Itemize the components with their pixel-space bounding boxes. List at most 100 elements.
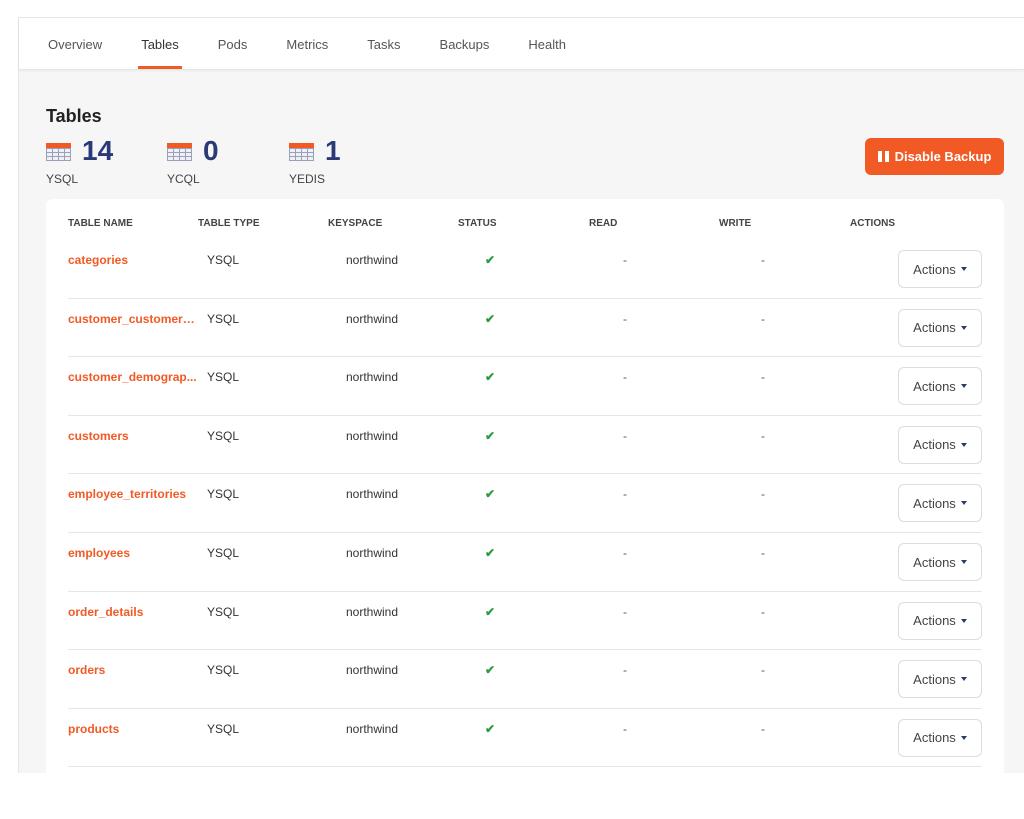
- stat-label: YEDIS: [289, 172, 326, 186]
- table-type: YSQL: [207, 604, 240, 619]
- table-type: YSQL: [207, 721, 240, 736]
- read-value: -: [623, 721, 627, 736]
- tab-backups[interactable]: Backups: [439, 37, 490, 52]
- stat-label: YCQL: [167, 172, 200, 186]
- table-type: YSQL: [207, 253, 240, 267]
- keyspace: northwind: [346, 487, 399, 502]
- actions-dropdown-button[interactable]: Actions: [898, 425, 982, 464]
- read-value: -: [623, 604, 627, 619]
- table-name-link[interactable]: employees: [68, 546, 131, 560]
- caret-down-icon: [960, 442, 967, 447]
- caret-down-icon: [960, 618, 967, 623]
- table-name-link[interactable]: products: [68, 721, 120, 736]
- page-title: Tables: [46, 106, 102, 126]
- pause-icon: [877, 151, 889, 162]
- actions-label: Actions: [913, 730, 956, 746]
- column-header: TABLE TYPE: [198, 218, 260, 229]
- caret-down-icon: [960, 735, 967, 740]
- caret-down-icon: [960, 267, 967, 271]
- table-row: employee_territories YSQL northwind ✔ - …: [68, 474, 982, 533]
- caret-down-icon: [960, 501, 967, 506]
- table-type: YSQL: [207, 546, 240, 560]
- status-check-icon: ✔: [485, 370, 496, 385]
- status-check-icon: ✔: [485, 487, 496, 502]
- column-header: STATUS: [458, 218, 497, 229]
- table-type: YSQL: [207, 370, 240, 385]
- read-value: -: [623, 546, 627, 560]
- table-name-link[interactable]: orders: [68, 663, 106, 678]
- write-value: -: [761, 546, 765, 560]
- keyspace: northwind: [346, 604, 399, 619]
- write-value: -: [761, 721, 765, 736]
- table-type: YSQL: [207, 663, 240, 678]
- tab-tasks[interactable]: Tasks: [367, 37, 401, 52]
- write-value: -: [761, 370, 765, 385]
- table-name-link[interactable]: customers: [68, 428, 129, 443]
- actions-dropdown-button[interactable]: Actions: [898, 543, 982, 581]
- table-name-link[interactable]: employee_territories: [68, 487, 187, 502]
- read-value: -: [623, 663, 627, 678]
- tab-pods[interactable]: Pods: [217, 37, 248, 52]
- disable-backup-label: Disable Backup: [894, 149, 992, 164]
- write-value: -: [761, 604, 765, 619]
- table-name-link[interactable]: customer_customer_...: [68, 311, 198, 326]
- status-check-icon: ✔: [485, 253, 496, 267]
- keyspace: northwind: [346, 311, 399, 326]
- tab-health[interactable]: Health: [528, 37, 566, 52]
- actions-dropdown-button[interactable]: Actions: [898, 484, 982, 523]
- table-icon: [167, 143, 192, 161]
- table-row: employees YSQL northwind ✔ - - Actions: [68, 533, 982, 592]
- keyspace: northwind: [346, 663, 399, 678]
- tab-metrics[interactable]: Metrics: [286, 37, 329, 52]
- actions-label: Actions: [913, 613, 956, 629]
- status-check-icon: ✔: [485, 604, 496, 619]
- table-row: orders YSQL northwind ✔ - - Actions: [68, 650, 982, 709]
- status-check-icon: ✔: [485, 311, 496, 326]
- actions-label: Actions: [913, 554, 956, 570]
- actions-dropdown-button[interactable]: Actions: [898, 250, 982, 288]
- read-value: -: [623, 311, 627, 326]
- actions-label: Actions: [913, 261, 956, 277]
- write-value: -: [761, 311, 765, 326]
- column-header: KEYSPACE: [328, 218, 383, 229]
- disable-backup-button[interactable]: Disable Backup: [865, 138, 1004, 175]
- tab-bar: Overview Tables Pods Metrics Tasks Backups Hea…: [19, 18, 1024, 70]
- read-value: -: [623, 428, 627, 443]
- caret-down-icon: [960, 677, 967, 682]
- actions-label: Actions: [913, 378, 956, 394]
- read-value: -: [623, 370, 627, 385]
- tab-overview[interactable]: Overview: [48, 37, 103, 52]
- actions-dropdown-button[interactable]: Actions: [898, 601, 982, 640]
- actions-dropdown-button[interactable]: Actions: [898, 660, 982, 699]
- column-header: WRITE: [719, 218, 752, 229]
- table-row: customer_demograp... YSQL northwind ✔ - …: [68, 357, 982, 416]
- table-name-link[interactable]: customer_demograp...: [68, 370, 197, 385]
- keyspace: northwind: [346, 253, 399, 267]
- actions-label: Actions: [913, 437, 956, 453]
- stat-count: 14: [82, 135, 114, 166]
- actions-dropdown-button[interactable]: Actions: [898, 718, 982, 757]
- status-check-icon: ✔: [485, 721, 496, 736]
- tab-tables[interactable]: Tables: [138, 18, 182, 69]
- table-name-link[interactable]: order_details: [68, 604, 144, 619]
- keyspace: northwind: [346, 721, 399, 736]
- caret-down-icon: [960, 325, 967, 330]
- column-header: TABLE NAME: [68, 218, 133, 229]
- table-row: order_details YSQL northwind ✔ - - Actio…: [68, 592, 982, 651]
- caret-down-icon: [960, 560, 967, 564]
- write-value: -: [761, 487, 765, 502]
- actions-dropdown-button[interactable]: Actions: [898, 308, 982, 347]
- write-value: -: [761, 663, 765, 678]
- status-check-icon: ✔: [485, 663, 496, 678]
- table-name-link[interactable]: categories: [68, 253, 129, 267]
- actions-dropdown-button[interactable]: Actions: [898, 367, 982, 406]
- write-value: -: [761, 428, 765, 443]
- table-icon: [46, 143, 71, 161]
- write-value: -: [761, 253, 765, 267]
- table-row: customer_customer_... YSQL northwind ✔ -…: [68, 299, 982, 358]
- status-check-icon: ✔: [485, 428, 496, 443]
- universe-panel: Overview Tables Pods Metrics Tasks Backups Hea…: [18, 17, 1024, 819]
- table-icon: [289, 143, 314, 161]
- keyspace: northwind: [346, 428, 399, 443]
- stat-count: 1: [325, 135, 341, 166]
